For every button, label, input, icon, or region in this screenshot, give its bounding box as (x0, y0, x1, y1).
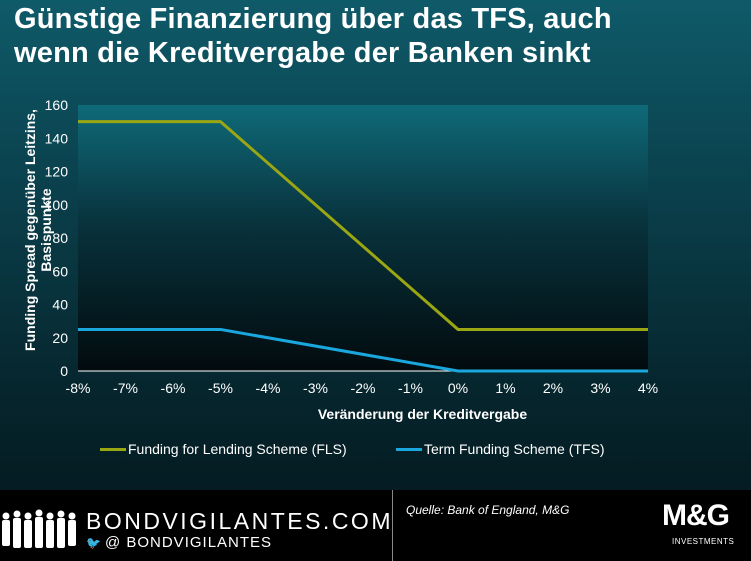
chart-title: Günstige Finanzierung über das TFS, auch… (14, 2, 734, 70)
logo-main-text: M&G (662, 499, 730, 532)
line-chart: 0 20 40 60 80 100 120 140 160 -8% -7% -6% -5% -4% -3%… (45, 97, 658, 396)
people-silhouette-icon (2, 509, 76, 548)
x-tick-label: 0% (448, 380, 468, 396)
x-tick-label: -3% (303, 380, 328, 396)
mg-logo: M&G INVESTMENTS (662, 499, 746, 555)
title-line-1: Günstige Finanzierung über das TFS, auch (14, 3, 612, 35)
x-tick-label: -5% (208, 380, 233, 396)
series-line-tfs (78, 327, 648, 373)
x-tick-label: -8% (66, 380, 91, 396)
x-tick-label: 4% (638, 380, 658, 396)
y-tick-label: 100 (45, 197, 69, 213)
legend-label-tfs: Term Funding Scheme (TFS) (424, 441, 605, 457)
footer: BONDVIGILANTES.COM 🐦 @ BONDVIGILANTES Qu… (0, 490, 751, 561)
x-tick-label: 3% (590, 380, 610, 396)
y-tick-label: 0 (60, 363, 68, 379)
x-tick-label: -7% (113, 380, 138, 396)
x-tick-label: -1% (398, 380, 423, 396)
y-tick-label: 120 (45, 164, 69, 180)
twitter-handle: 🐦 @ BONDVIGILANTES (86, 534, 272, 551)
legend-swatch-fls (100, 447, 126, 451)
y-tick-label: 160 (45, 97, 69, 113)
legend-item-tfs: Term Funding Scheme (TFS) (396, 441, 605, 457)
x-tick-label: -2% (351, 380, 376, 396)
footer-divider (392, 490, 393, 561)
y-tick-label: 20 (52, 330, 68, 346)
x-axis-label: Veränderung der Kreditvergabe (317, 406, 528, 422)
plot-area (78, 105, 648, 371)
title-line-2: wenn die Kreditvergabe der Banken sinkt (14, 37, 591, 69)
x-tick-label: -6% (161, 380, 186, 396)
x-tick-label: 2% (543, 380, 563, 396)
legend-swatch-tfs (396, 447, 422, 451)
brand-wordmark: BONDVIGILANTES.COM (86, 508, 393, 534)
series-line-fls (78, 120, 648, 331)
logo-sub-text: INVESTMENTS (672, 537, 735, 546)
x-tick-label: 1% (495, 380, 515, 396)
y-tick-label: 60 (52, 263, 68, 279)
source-note: Quelle: Bank of England, M&G (406, 503, 570, 517)
twitter-handle-text: @ BONDVIGILANTES (104, 534, 273, 551)
y-tick-label: 80 (52, 230, 68, 246)
y-tick-label: 40 (52, 297, 68, 313)
twitter-icon: 🐦 (86, 535, 102, 550)
legend-item-fls: Funding for Lending Scheme (FLS) (100, 441, 347, 457)
legend: Funding for Lending Scheme (FLS) Term Fu… (0, 441, 751, 463)
y-tick-label: 140 (45, 130, 69, 146)
x-tick-label: -4% (256, 380, 281, 396)
legend-label-fls: Funding for Lending Scheme (FLS) (128, 441, 347, 457)
